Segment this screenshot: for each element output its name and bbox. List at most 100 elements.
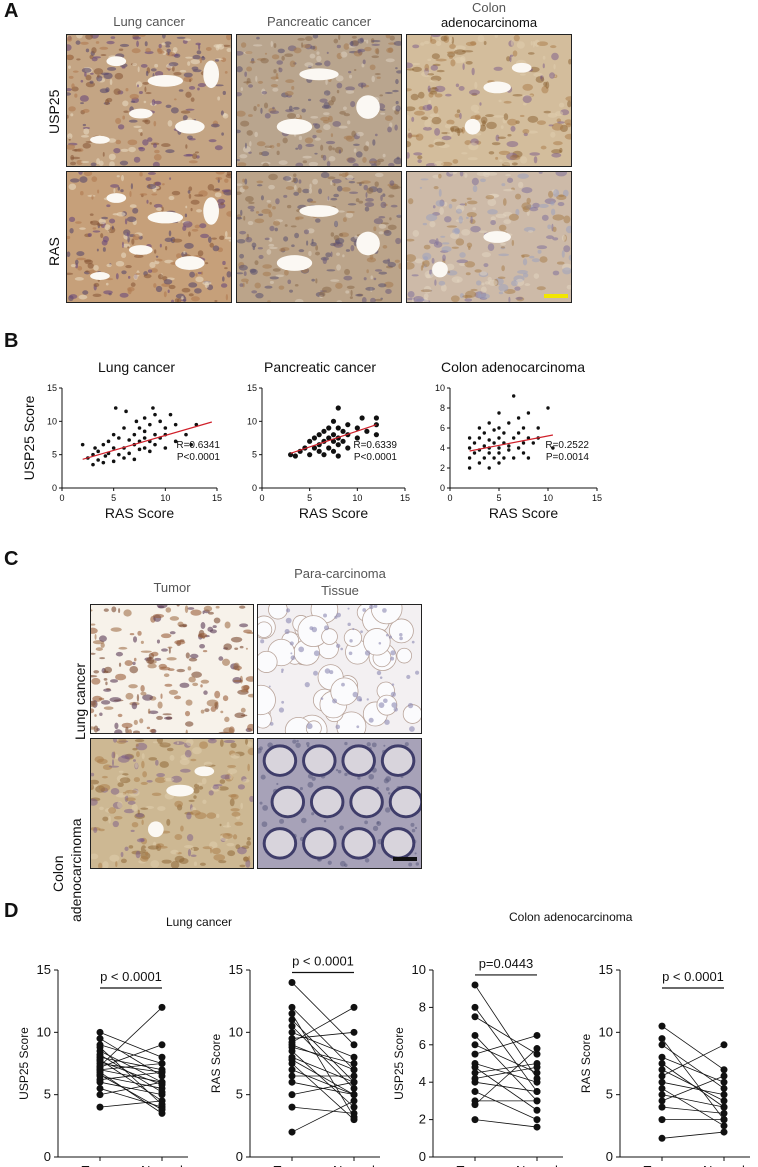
y-tick-label: 10 xyxy=(435,383,445,393)
data-point xyxy=(96,449,100,454)
data-point xyxy=(497,461,501,465)
normal-point xyxy=(158,1106,166,1114)
x-tick-label: 10 xyxy=(160,493,170,503)
pair-line xyxy=(99,1044,163,1068)
pair-line xyxy=(99,1063,163,1071)
p-value: P<0.0001 xyxy=(177,452,221,463)
paired-plot-colon-usp25: 0 2 4 6 8 10 Tumor Normal p=0.0443 USP25 Score xyxy=(392,956,563,1167)
normal-point xyxy=(720,1078,728,1086)
data-point xyxy=(163,426,168,430)
tumor-point xyxy=(471,1063,479,1071)
normal-point xyxy=(533,1069,541,1077)
scale-bar-yellow xyxy=(544,294,568,298)
data-point xyxy=(536,426,540,430)
data-point xyxy=(467,436,472,440)
pair-line xyxy=(291,1069,355,1096)
panel-c-col-para-line2: Tissue xyxy=(321,583,359,598)
tumor-point xyxy=(471,1069,479,1077)
pair-line xyxy=(474,984,538,1079)
y-tick-label: 0 xyxy=(44,1149,51,1164)
pair-line xyxy=(474,1044,538,1074)
data-point xyxy=(148,422,152,427)
tumor-point xyxy=(288,1078,296,1086)
data-point xyxy=(497,446,501,450)
panel-c-row-colon-line2: adenocarcinoma xyxy=(68,818,84,922)
data-point xyxy=(117,452,121,457)
tumor-point xyxy=(288,1091,296,1099)
x-tick-label: Tumor xyxy=(273,1163,311,1167)
data-point xyxy=(373,415,379,421)
panel-a-col-lung: Lung cancer xyxy=(113,14,185,29)
tumor-point xyxy=(471,1031,479,1039)
x-tick-label: 10 xyxy=(543,493,553,503)
normal-point xyxy=(158,1060,166,1067)
ihc-image-tumor-colon xyxy=(90,738,254,869)
tumor-point xyxy=(288,1038,296,1046)
r-value: R=0.6341 xyxy=(176,440,220,451)
data-point xyxy=(472,441,477,445)
panel-c-row-colon-line1: Colon xyxy=(50,855,66,892)
normal-point xyxy=(158,1088,166,1096)
data-point xyxy=(103,454,108,458)
panel-label-a: A xyxy=(4,0,19,22)
tumor-point xyxy=(658,1097,666,1105)
tumor-point xyxy=(96,1084,104,1092)
normal-point xyxy=(533,1116,541,1124)
pair-line xyxy=(291,1063,355,1120)
y-tick-label: 5 xyxy=(44,1087,51,1102)
x-tick-label: 0 xyxy=(447,493,452,503)
data-point xyxy=(122,456,126,460)
pair-line xyxy=(474,1048,538,1105)
data-point xyxy=(512,456,516,460)
y-tick-label: 10 xyxy=(229,1024,243,1039)
normal-point xyxy=(158,1101,166,1109)
ihc-image-para-lung xyxy=(257,604,422,734)
significance-p-value: p < 0.0001 xyxy=(662,969,724,984)
tumor-point xyxy=(288,978,296,986)
data-point xyxy=(354,425,360,431)
x-axis-label: RAS Score xyxy=(489,505,558,521)
data-point xyxy=(516,431,521,435)
data-point xyxy=(526,411,531,415)
normal-point xyxy=(350,1113,358,1121)
data-point xyxy=(96,458,100,462)
tumor-point xyxy=(471,1003,479,1011)
data-point xyxy=(502,431,506,435)
data-point xyxy=(467,446,472,450)
ihc-image-pancreatic-usp25 xyxy=(236,34,402,167)
fit-line xyxy=(290,424,377,454)
tumor-point xyxy=(96,1051,104,1059)
data-point xyxy=(137,447,142,452)
tumor-point xyxy=(96,1057,104,1065)
pair-line xyxy=(291,1059,355,1096)
data-point xyxy=(106,439,111,444)
data-point xyxy=(364,428,370,434)
y-tick-label: 10 xyxy=(599,1024,613,1039)
normal-point xyxy=(158,1081,166,1089)
tumor-point xyxy=(658,1072,666,1080)
tumor-point xyxy=(96,1076,104,1084)
data-point xyxy=(340,428,346,434)
data-point xyxy=(521,451,526,455)
data-point xyxy=(492,428,496,432)
normal-point xyxy=(720,1066,728,1074)
tumor-point xyxy=(658,1041,666,1049)
pair-line xyxy=(474,1035,538,1055)
pair-line xyxy=(474,1035,538,1102)
pair-line xyxy=(661,1038,725,1120)
y-tick-label: 15 xyxy=(47,383,57,393)
y-tick-label: 5 xyxy=(236,1087,243,1102)
p-value: P<0.0001 xyxy=(354,452,398,463)
panel-label-b: B xyxy=(4,330,19,352)
x-tick-label: 5 xyxy=(307,493,312,503)
pair-line xyxy=(661,1044,725,1077)
tumor-point xyxy=(471,1074,479,1082)
ihc-image-lung-usp25 xyxy=(66,34,232,167)
pair-line xyxy=(291,1031,355,1039)
pair-line xyxy=(99,1059,163,1102)
normal-point xyxy=(720,1041,728,1049)
y-tick-label: 8 xyxy=(419,999,426,1014)
data-point xyxy=(127,438,131,442)
